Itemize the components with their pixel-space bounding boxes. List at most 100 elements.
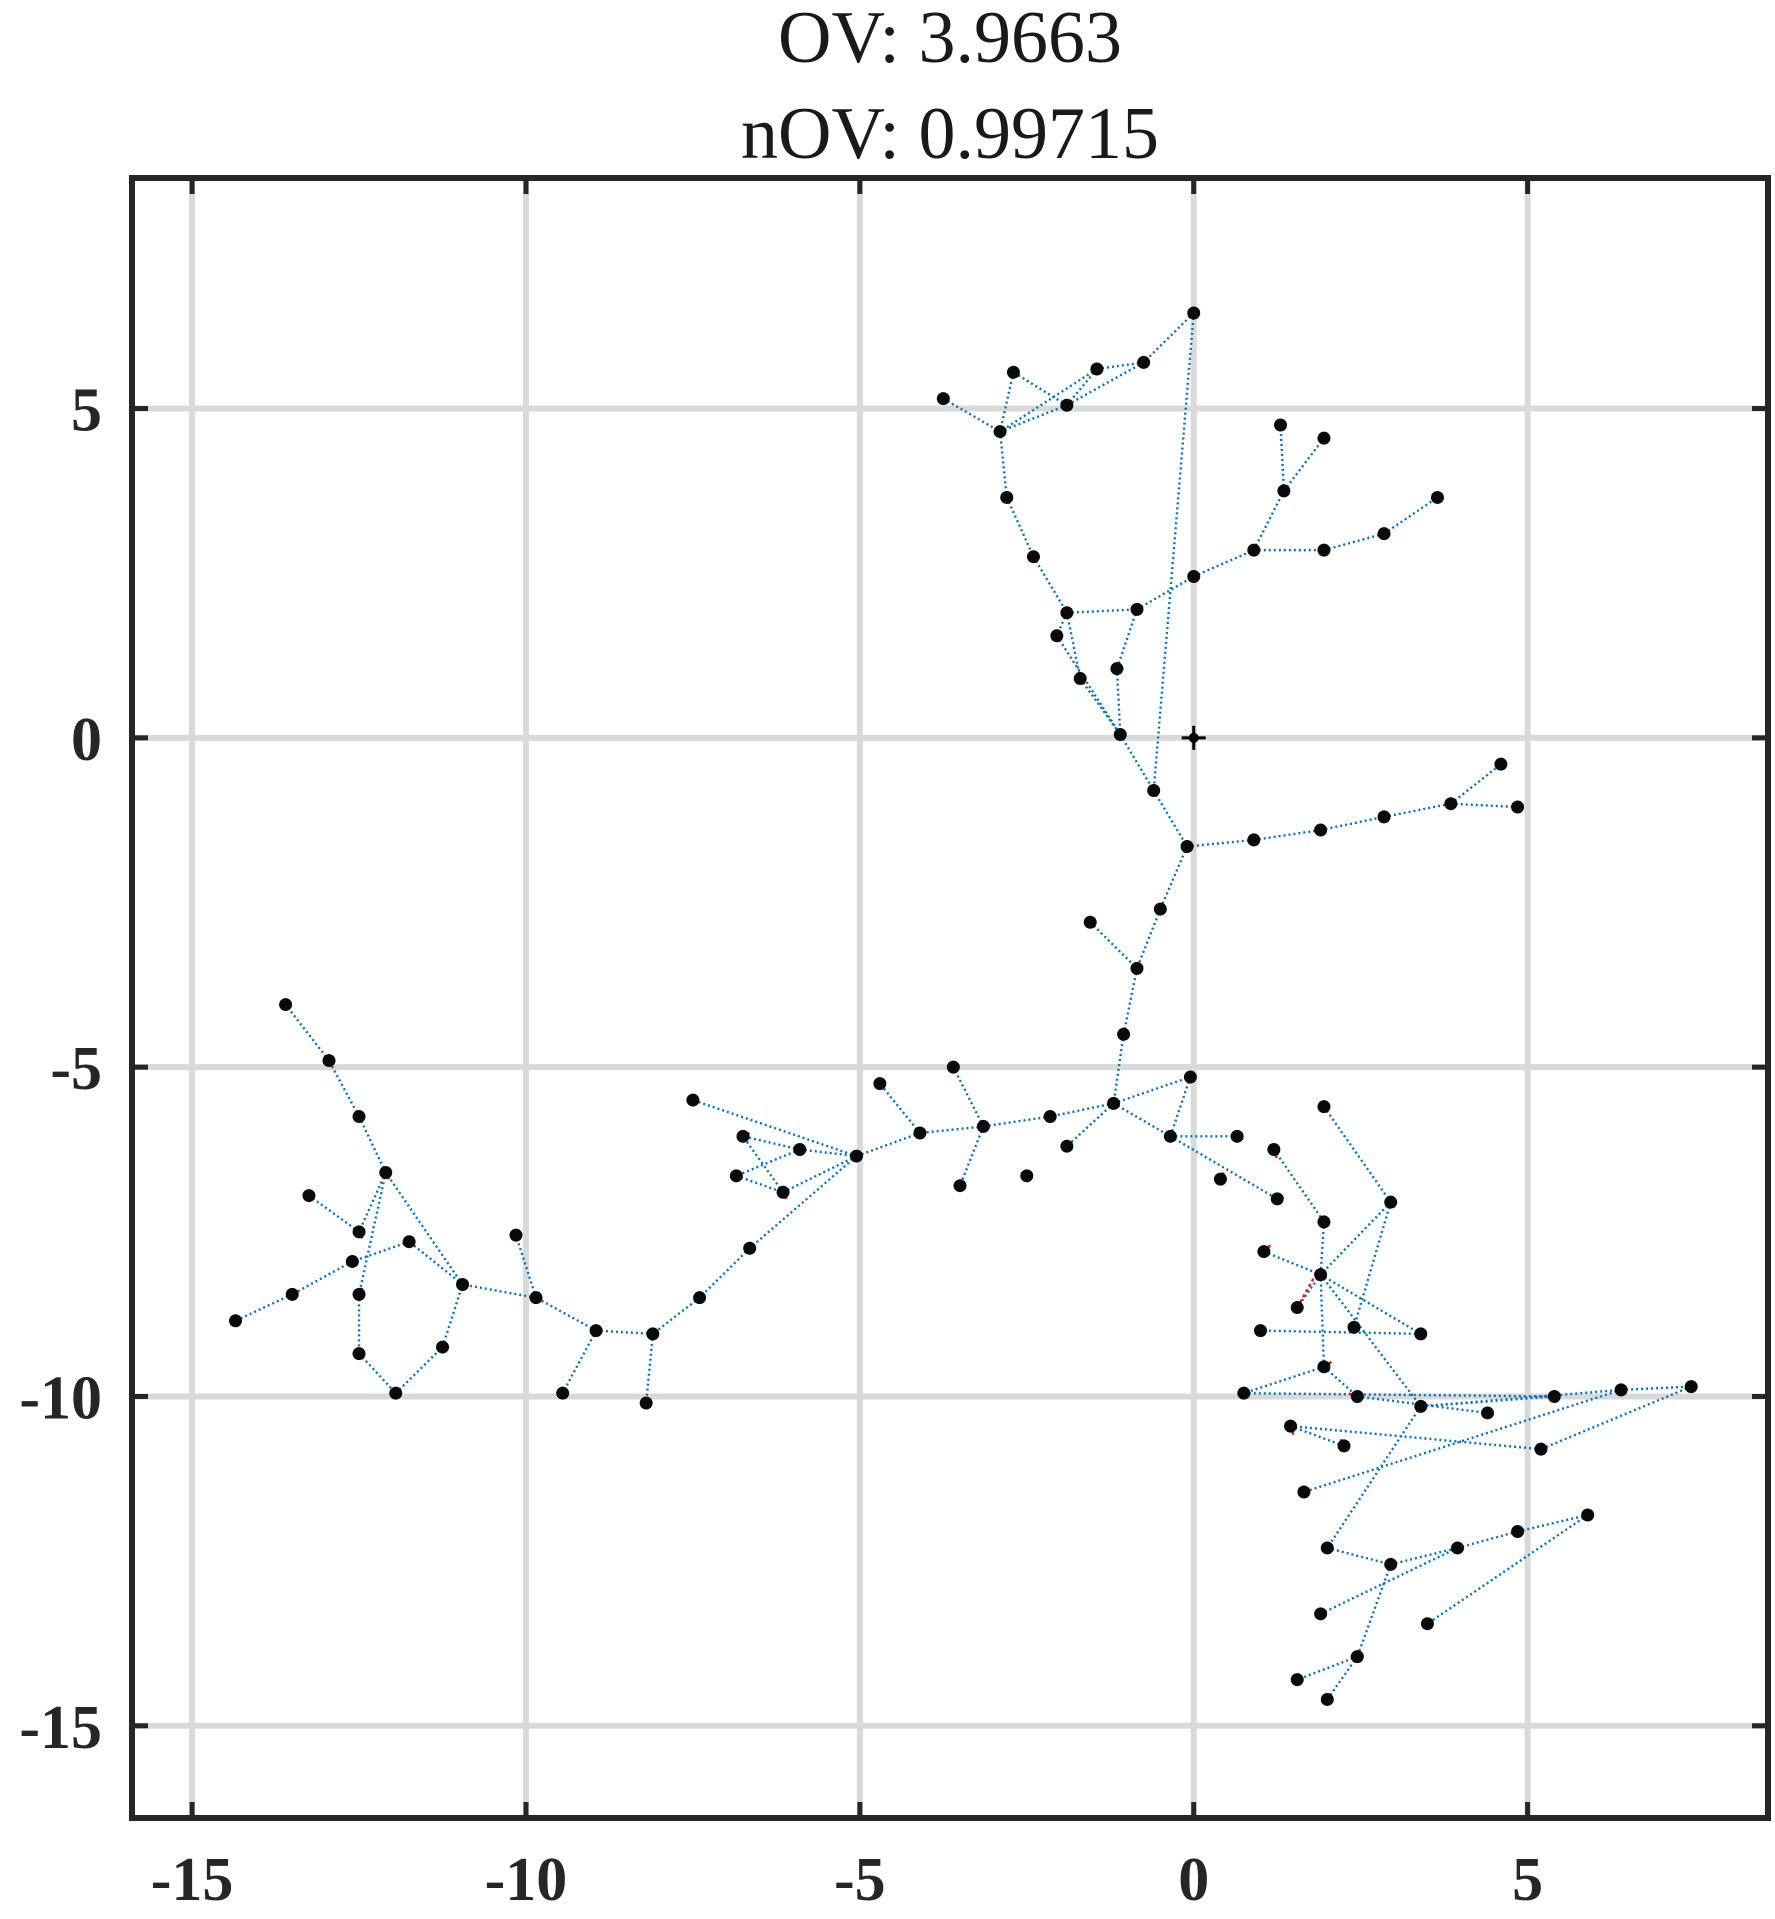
graph-node — [1314, 1268, 1328, 1282]
graph-edge — [1323, 532, 1385, 552]
graph-node — [1384, 1195, 1398, 1209]
graph-node — [646, 1327, 660, 1341]
graph-node — [1180, 840, 1194, 854]
graph-edge — [408, 1240, 464, 1286]
graph-edge — [1186, 838, 1254, 848]
y-tick-label: -10 — [19, 1364, 102, 1432]
graph-edge — [1032, 556, 1068, 614]
graph-node — [1213, 1172, 1227, 1186]
graph-edge — [692, 1098, 857, 1158]
graph-node — [589, 1324, 603, 1338]
graph-node — [1350, 1389, 1364, 1403]
graph-edge — [1115, 609, 1139, 670]
graph-edge — [1279, 424, 1286, 491]
graph-node — [1494, 757, 1508, 771]
graph-node — [1377, 527, 1391, 541]
chart-title: OV: 3.9663 nOV: 0.99715 — [741, 0, 1159, 175]
graph-node — [1073, 672, 1087, 686]
graph-node — [1377, 810, 1391, 824]
graph-node — [1020, 1169, 1034, 1183]
graph-node — [1420, 1617, 1434, 1631]
graph-edge — [1426, 1514, 1589, 1625]
graph-edge — [1089, 921, 1138, 970]
graph-edge — [357, 1116, 387, 1174]
graph-node — [1317, 1360, 1331, 1374]
graph-edge — [735, 1174, 784, 1194]
x-tick-label: 5 — [1512, 1846, 1543, 1914]
graph-node — [1247, 543, 1261, 557]
graph-edge — [1450, 763, 1502, 805]
graph-node — [1006, 365, 1020, 379]
graph-node — [436, 1340, 450, 1354]
graph-edge — [1243, 1391, 1555, 1398]
graph-edge — [942, 397, 1001, 433]
graph-edge — [1319, 1201, 1392, 1276]
graph-edge — [1457, 1530, 1518, 1550]
graph-edge — [999, 404, 1068, 433]
graph-node — [1414, 1399, 1428, 1413]
graph-edge — [1303, 1388, 1622, 1494]
graph-node — [1511, 1524, 1525, 1538]
graph-node — [1257, 1245, 1271, 1259]
graph-node — [729, 1169, 743, 1183]
graph-edge — [919, 1125, 984, 1135]
graph-edge — [1169, 1076, 1192, 1137]
x-tick-label: -5 — [834, 1846, 886, 1914]
graph-edge — [1383, 496, 1439, 535]
graph-node — [322, 1054, 336, 1068]
graph-node — [1117, 1027, 1131, 1041]
graph-node — [976, 1119, 990, 1133]
graph-node — [1684, 1380, 1698, 1394]
graph-node — [993, 425, 1007, 439]
graph-node — [1237, 1386, 1251, 1400]
graph-edge — [1319, 1273, 1422, 1335]
graph-edge — [735, 1148, 801, 1177]
graph-node — [1317, 1215, 1331, 1229]
x-tick-label: -10 — [485, 1846, 568, 1914]
graph-node — [1314, 1607, 1328, 1621]
graph-node — [1284, 1419, 1298, 1433]
graph-edge — [1253, 828, 1321, 842]
graph-node — [913, 1126, 927, 1140]
graph-edge — [1319, 1274, 1326, 1367]
graph-node — [279, 998, 293, 1012]
graph-node — [936, 392, 950, 406]
graph-edge — [742, 1135, 785, 1193]
graph-node — [1270, 1192, 1284, 1206]
graph-edge — [1115, 668, 1122, 735]
graph-edge — [1252, 490, 1285, 551]
graph-edge — [1066, 608, 1138, 614]
graph-node — [556, 1386, 570, 1400]
graph-node — [1320, 1541, 1334, 1555]
y-tick-label: -15 — [19, 1694, 102, 1762]
origin-dot — [1188, 732, 1199, 743]
graph-edge — [1112, 1034, 1125, 1104]
graph-node — [1347, 1320, 1361, 1334]
graph-edge — [596, 1329, 653, 1336]
graph-node — [953, 1179, 967, 1193]
graph-edge — [1066, 361, 1145, 407]
graph-node — [686, 1093, 700, 1107]
graph-edge — [1122, 968, 1139, 1035]
graph-node — [1050, 629, 1064, 643]
graph-edge — [1079, 677, 1122, 736]
graph-edge — [1356, 1564, 1392, 1658]
axes-frame — [129, 175, 1771, 1821]
graph-edge — [1049, 1102, 1114, 1118]
graph-edge — [1065, 368, 1098, 406]
graph-node — [1450, 1541, 1464, 1555]
graph-node — [1090, 362, 1104, 376]
graph-edge — [1450, 802, 1518, 809]
graph-edge — [1540, 1385, 1692, 1451]
graph-edge — [1621, 1385, 1692, 1392]
graph-node — [1083, 915, 1097, 929]
graph-node — [1384, 1557, 1398, 1571]
graph-edge — [742, 1135, 801, 1151]
graph-edge — [1326, 1655, 1359, 1701]
graph-edge — [1296, 1655, 1358, 1681]
graph-edge — [698, 1247, 751, 1299]
graph-edge — [384, 1171, 464, 1286]
graph-edge — [1152, 312, 1195, 791]
graph-node — [1183, 1070, 1197, 1084]
graph-node — [1060, 1139, 1074, 1153]
